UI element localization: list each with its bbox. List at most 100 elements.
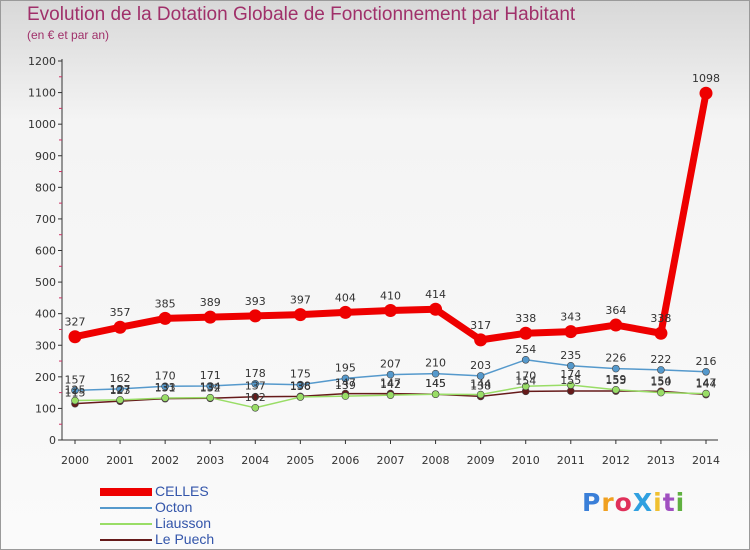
data-point-octon [431,369,440,378]
data-point-octon [521,355,530,364]
data-point-octon [476,372,485,380]
data-label-celles: 410 [380,290,401,303]
data-label-liausson: 159 [605,373,626,386]
data-label-liausson: 133 [155,381,176,394]
data-point-octon [71,386,79,395]
x-tick-label: 2014 [692,454,720,467]
series-octon [71,355,710,395]
data-point-celles [248,309,262,323]
y-tick-label: 700 [35,213,56,226]
data-label-le-puech: 147 [380,377,401,390]
series-layer [68,86,713,412]
data-label-octon: 222 [650,353,671,366]
data-label-celles: 338 [650,312,671,325]
chart-title: Evolution de la Dotation Globale de Fonc… [27,4,576,25]
data-label-le-puech: 154 [515,374,536,387]
series-celles [68,86,713,347]
data-point-celles [429,302,443,316]
data-label-liausson: 125 [65,384,86,397]
x-tick-label: 2012 [602,454,630,467]
data-label-le-puech: 131 [155,382,176,395]
y-tick-label: 0 [49,434,56,447]
data-point-celles [654,326,668,340]
data-point-liausson [612,385,620,394]
data-point-liausson [161,394,169,402]
x-tick-label: 2004 [241,454,269,467]
data-label-octon: 254 [515,343,536,356]
data-point-celles [519,326,533,340]
data-point-celles [68,330,82,344]
data-label-octon: 210 [425,357,446,370]
x-tick-label: 2009 [467,454,495,467]
data-label-liausson: 139 [335,379,356,392]
x-tick-label: 2008 [422,454,450,467]
data-point-liausson [251,403,260,412]
data-point-liausson [521,382,530,391]
data-point-liausson [206,393,215,402]
data-label-celles: 317 [470,319,491,332]
data-point-celles [609,318,623,332]
data-point-octon [566,361,575,370]
data-label-liausson: 150 [650,376,671,389]
data-point-celles [699,86,713,100]
data-point-octon [341,374,350,383]
data-label-celles: 327 [65,316,86,329]
data-label-celles: 357 [110,306,131,319]
data-point-celles [338,305,352,319]
proxiti-logo: ProXiti [582,488,686,517]
data-label-octon: 171 [200,369,221,382]
data-label-le-puech: 155 [605,374,626,387]
data-point-celles [293,308,307,322]
data-point-octon [612,364,620,373]
data-point-liausson [296,393,305,401]
x-tick-label: 2003 [196,454,224,467]
legend-label-liausson: Liausson [155,515,212,531]
y-tick-label: 1000 [28,118,56,131]
data-point-liausson [341,392,350,400]
data-label-le-puech: 137 [245,380,266,393]
data-point-octon [386,370,395,379]
data-label-le-puech: 145 [425,377,446,390]
legend-label-celles: CELLES [155,483,209,499]
legend-swatch-le-puech [100,539,152,541]
x-tick-label: 2001 [106,454,134,467]
data-point-octon [116,385,124,393]
x-tick-label: 2006 [331,454,359,467]
data-label-celles: 393 [245,295,266,308]
legend-label-octon: Octon [155,499,193,515]
data-point-octon [206,382,215,390]
data-label-octon: 203 [470,359,491,372]
y-tick-label: 200 [35,371,56,384]
data-label-le-puech: 155 [560,374,581,387]
data-label-octon: 226 [605,352,626,365]
y-tick-label: 900 [35,150,56,163]
data-label-liausson: 174 [560,368,581,381]
y-tick-label: 300 [35,339,56,352]
data-point-liausson [386,391,395,399]
data-point-celles [384,304,397,318]
data-point-celles [158,311,172,325]
data-label-celles: 343 [560,311,581,324]
data-label-celles: 338 [515,312,536,325]
data-label-octon: 162 [110,372,131,385]
data-label-octon: 178 [245,367,266,380]
series-liausson [71,381,710,412]
data-point-octon [657,366,665,374]
x-tick-label: 2011 [557,454,585,467]
data-label-liausson: 127 [110,383,131,396]
data-label-le-puech: 144 [696,378,717,391]
data-point-celles [564,325,578,339]
data-label-celles: 1098 [692,72,720,85]
data-point-liausson [702,389,710,398]
data-label-octon: 207 [380,358,401,371]
data-point-liausson [657,388,665,397]
x-tick-label: 2010 [512,454,540,467]
legend-swatch-liausson [100,523,152,525]
data-label-celles: 385 [155,297,176,310]
data-label-liausson: 147 [696,377,717,390]
data-label-octon: 195 [335,361,356,374]
data-label-celles: 389 [200,296,221,309]
data-label-celles: 364 [605,304,626,317]
